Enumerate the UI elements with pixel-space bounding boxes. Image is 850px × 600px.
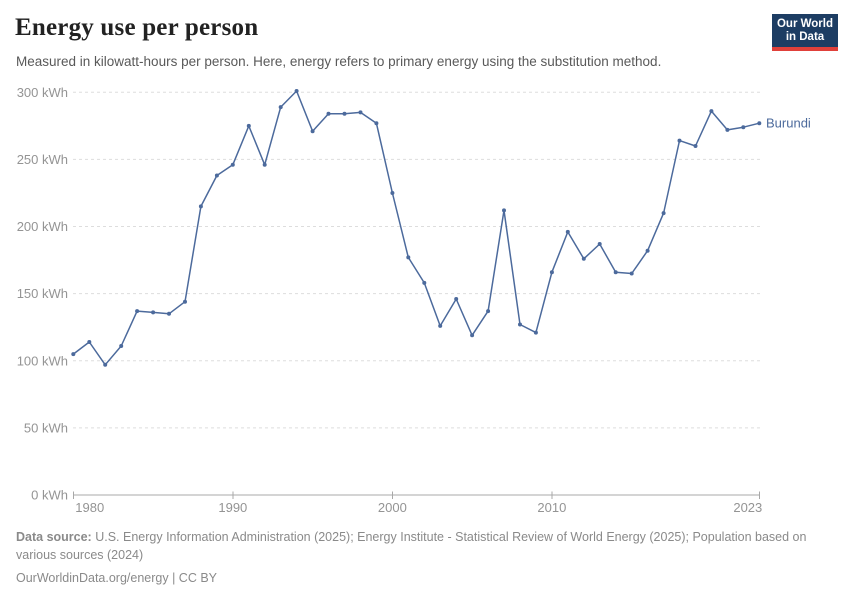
- y-tick-label: 250 kWh: [17, 152, 68, 167]
- data-point: [119, 344, 124, 348]
- data-point: [613, 270, 618, 275]
- x-tick-label: 2010: [537, 500, 566, 515]
- data-point: [661, 211, 666, 216]
- x-tick-label: 1980: [75, 500, 104, 515]
- data-point: [374, 121, 379, 126]
- data-point: [565, 229, 570, 234]
- x-tick-label: 2023: [733, 500, 762, 515]
- data-point: [677, 138, 682, 143]
- data-point: [246, 123, 251, 128]
- data-point: [230, 162, 235, 167]
- owid-logo: Our World in Data: [772, 14, 838, 51]
- data-source-text: U.S. Energy Information Administration (…: [16, 530, 807, 562]
- y-tick-label: 300 kWh: [17, 85, 68, 100]
- series-label-burundi: Burundi: [766, 116, 811, 131]
- data-point: [71, 352, 76, 357]
- chart-footer: Data source: U.S. Energy Information Adm…: [16, 529, 816, 588]
- x-tick-label: 2000: [378, 500, 407, 515]
- data-point: [518, 322, 522, 327]
- data-point: [502, 208, 506, 213]
- data-point: [741, 125, 746, 130]
- data-point: [390, 191, 395, 195]
- data-point: [629, 271, 634, 276]
- data-source-line: Data source: U.S. Energy Information Adm…: [16, 529, 816, 564]
- data-point: [167, 311, 171, 316]
- data-point: [486, 309, 491, 314]
- y-tick-label: 0 kWh: [31, 488, 68, 503]
- data-point: [278, 105, 283, 110]
- data-point: [358, 110, 363, 115]
- y-tick-label: 200 kWh: [17, 219, 68, 234]
- data-point: [151, 310, 156, 315]
- data-point: [406, 255, 411, 260]
- data-point: [214, 173, 219, 178]
- data-point: [326, 111, 331, 116]
- license-line: OurWorldinData.org/energy | CC BY: [16, 571, 218, 585]
- page-title: Energy use per person: [15, 14, 259, 41]
- y-tick-label: 100 kWh: [17, 353, 68, 368]
- owid-logo-line2: in Data: [785, 31, 825, 43]
- data-point: [422, 280, 427, 285]
- data-point: [135, 309, 140, 314]
- chart-subtitle: Measured in kilowatt-hours per person. H…: [16, 54, 662, 69]
- data-point: [342, 111, 347, 116]
- data-point: [198, 204, 203, 209]
- data-point: [103, 362, 108, 367]
- data-source-label: Data source:: [16, 530, 92, 544]
- data-point: [645, 248, 650, 253]
- data-point: [183, 299, 187, 304]
- data-point: [438, 323, 443, 328]
- data-point: [470, 333, 475, 338]
- data-point: [262, 162, 267, 167]
- y-tick-label: 150 kWh: [17, 286, 68, 301]
- data-point: [757, 121, 762, 126]
- data-point: [454, 297, 459, 301]
- data-point: [549, 270, 554, 275]
- data-point: [87, 340, 92, 344]
- data-point: [294, 89, 299, 93]
- data-point: [709, 109, 714, 114]
- y-tick-label: 50 kWh: [24, 420, 68, 435]
- data-line-burundi: [72, 90, 761, 366]
- line-chart: 0 kWh 50 kWh 100 kWh 150 kWh 200 kWh 250 kWh 3…: [17, 85, 811, 515]
- owid-logo-line1: Our World: [776, 18, 833, 30]
- x-tick-label: 1990: [218, 500, 247, 515]
- data-point: [597, 242, 602, 246]
- data-point: [693, 144, 698, 148]
- data-point: [533, 330, 538, 335]
- data-point: [581, 256, 586, 261]
- data-point: [725, 127, 730, 132]
- data-point: [310, 129, 315, 134]
